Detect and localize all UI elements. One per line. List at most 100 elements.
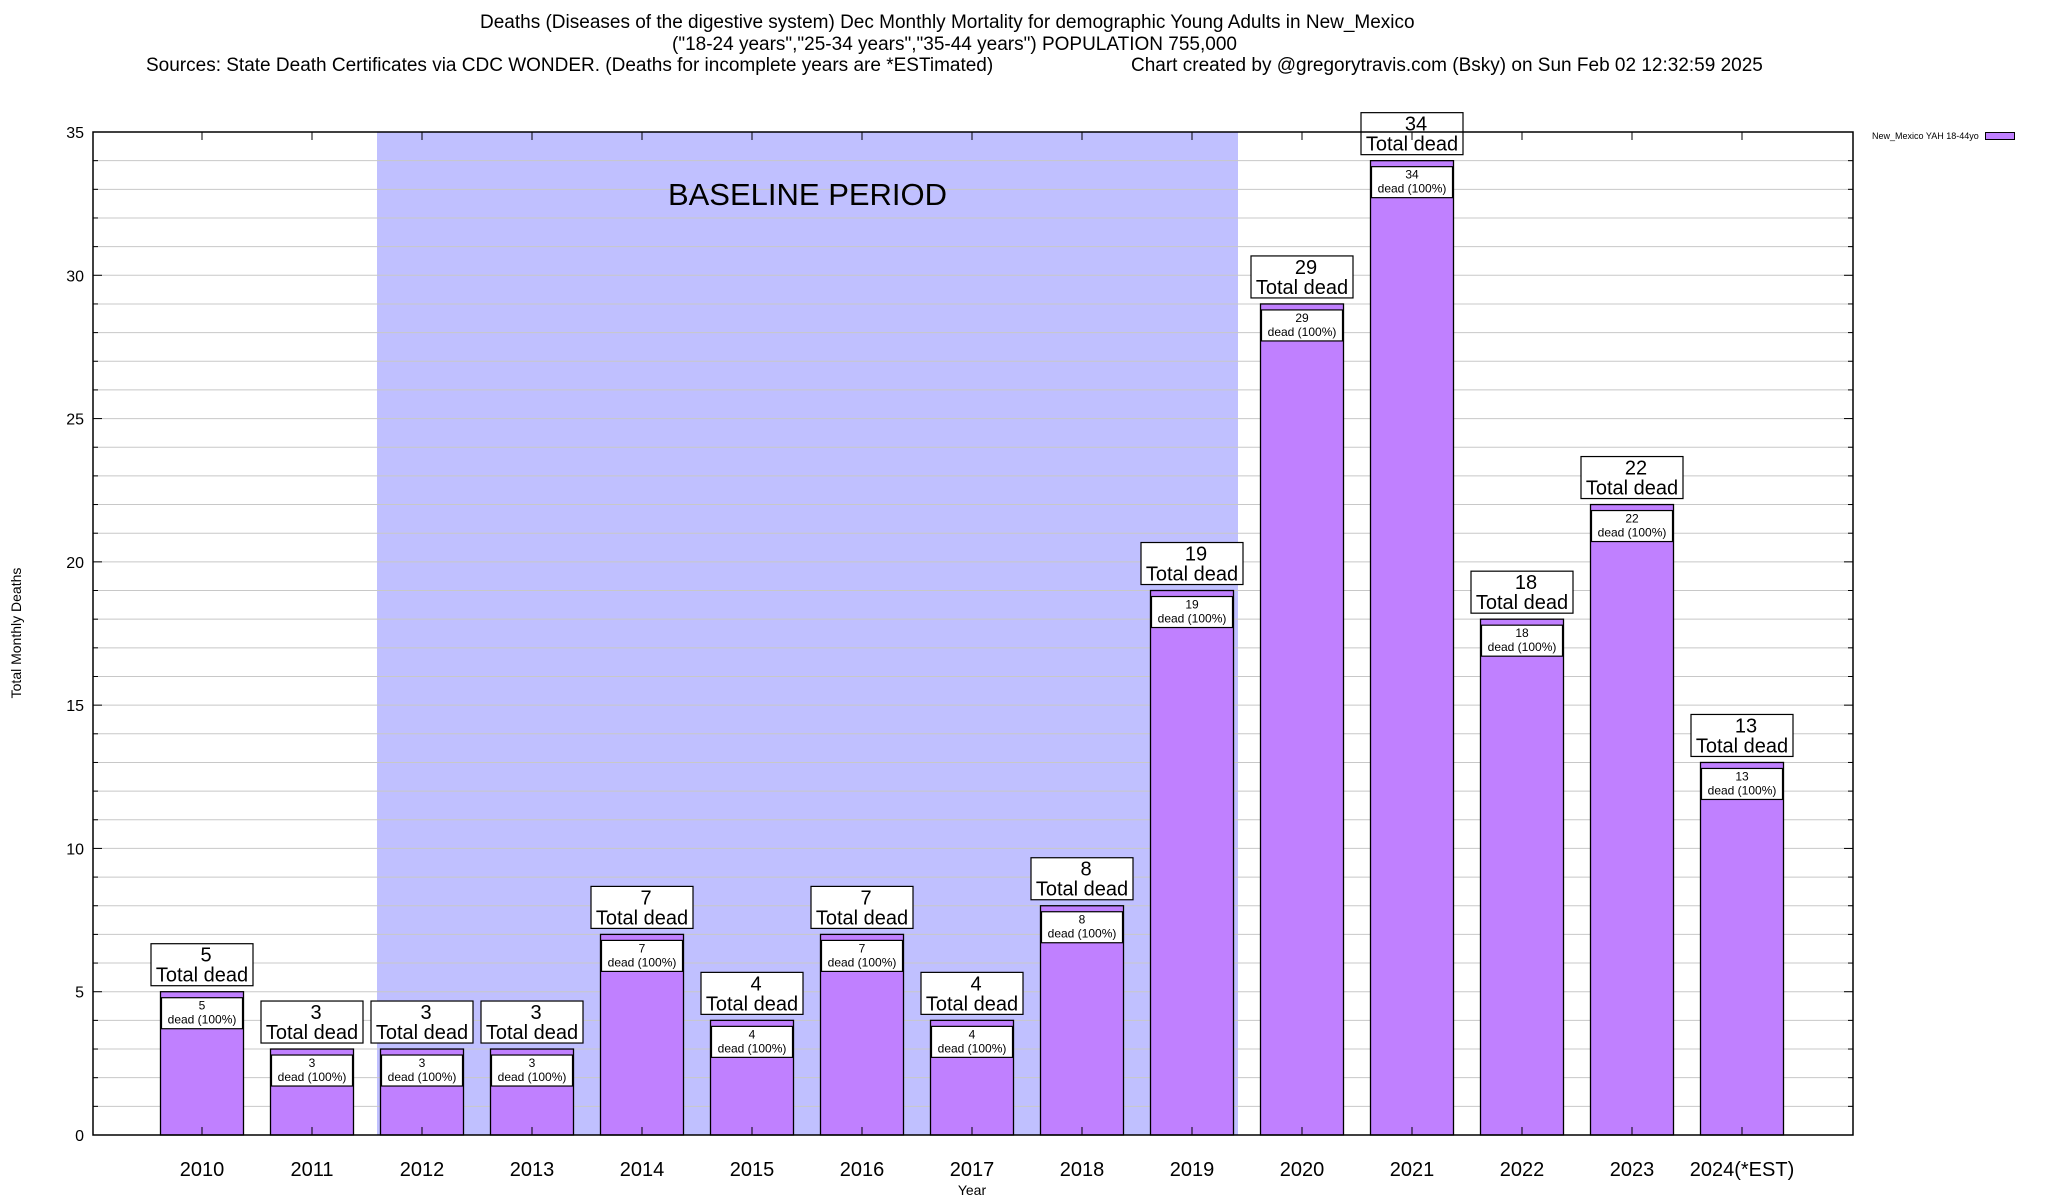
x-tick-label: 2015 bbox=[730, 1159, 775, 1181]
bar-total-label-box bbox=[1030, 857, 1134, 901]
bar-inner-label-box bbox=[710, 1025, 794, 1058]
bar-inner-label-box bbox=[600, 939, 684, 973]
bar-inner-label-box bbox=[270, 1054, 354, 1087]
x-tick-label: 2019 bbox=[1170, 1159, 1215, 1181]
x-tick-label: 2011 bbox=[290, 1159, 333, 1181]
bar-inner-label-box bbox=[1590, 509, 1674, 543]
bar-inner-label: dead (100%) bbox=[1488, 640, 1557, 654]
bar-total-label-box bbox=[1250, 255, 1354, 299]
bar-total-label: Total dead bbox=[1036, 879, 1128, 901]
bar-inner-value: 3 bbox=[529, 1056, 536, 1070]
bar-total-value: 34 bbox=[1405, 114, 1427, 136]
bar-total-label: Total dead bbox=[1256, 277, 1348, 299]
bar-inner-value: 13 bbox=[1735, 769, 1749, 783]
y-tick-label: 30 bbox=[66, 268, 84, 285]
y-tick-label: 10 bbox=[66, 841, 84, 858]
bar-total-label: Total dead bbox=[486, 1022, 578, 1044]
y-tick-label: 20 bbox=[66, 555, 84, 572]
bar-inner-value: 7 bbox=[639, 941, 646, 955]
bar-inner-value: 19 bbox=[1185, 598, 1199, 612]
chart-title: Deaths (Diseases of the digestive system… bbox=[480, 12, 1415, 33]
bar-total-label-box bbox=[480, 1000, 584, 1044]
x-tick-label: 2010 bbox=[180, 1159, 225, 1181]
bar-inner-label: dead (100%) bbox=[168, 1013, 237, 1027]
bar-inner-value: 22 bbox=[1625, 512, 1639, 526]
bar-total-value: 3 bbox=[530, 1002, 541, 1024]
x-tick-label: 2018 bbox=[1060, 1159, 1105, 1181]
bar-inner-label-box bbox=[1150, 595, 1234, 629]
bar-total-label: Total dead bbox=[376, 1022, 468, 1044]
bar-inner-label: dead (100%) bbox=[938, 1041, 1007, 1055]
bar-total-value: 4 bbox=[750, 973, 761, 995]
y-tick-label: 0 bbox=[75, 1128, 84, 1145]
bar bbox=[1699, 761, 1785, 1136]
bar-total-label: Total dead bbox=[926, 993, 1018, 1015]
bar-inner-label: dead (100%) bbox=[1048, 927, 1117, 941]
bar-total-label: Total dead bbox=[706, 993, 798, 1015]
bar-total-value: 18 bbox=[1515, 572, 1537, 594]
bar-inner-label-box bbox=[160, 997, 244, 1030]
bar-total-label: Total dead bbox=[266, 1022, 358, 1044]
y-axis-label: Total Monthly Deaths bbox=[8, 568, 24, 699]
bar bbox=[1149, 589, 1235, 1136]
bar-total-label: Total dead bbox=[156, 965, 248, 987]
bar-inner-label: dead (100%) bbox=[1158, 612, 1227, 626]
x-tick-label: 2024(*EST) bbox=[1690, 1159, 1795, 1181]
bar-total-value: 29 bbox=[1295, 257, 1317, 279]
bar-inner-value: 3 bbox=[309, 1056, 316, 1070]
bar-total-label: Total dead bbox=[1476, 592, 1568, 614]
bar-total-value: 4 bbox=[970, 973, 981, 995]
plot-frame bbox=[92, 131, 1854, 1136]
bar-total-label-box bbox=[1140, 541, 1244, 586]
bar-inner-label: dead (100%) bbox=[1378, 182, 1447, 196]
bar-inner-value: 3 bbox=[419, 1056, 426, 1070]
bar bbox=[1369, 160, 1455, 1136]
bar-inner-label-box bbox=[380, 1054, 464, 1087]
bar-total-label: Total dead bbox=[816, 907, 908, 929]
x-tick-label: 2016 bbox=[840, 1159, 885, 1181]
bar bbox=[1589, 503, 1675, 1136]
bar-inner-value: 4 bbox=[969, 1027, 976, 1041]
bar-total-value: 19 bbox=[1185, 544, 1207, 566]
bar-inner-label: dead (100%) bbox=[828, 955, 897, 969]
bar-total-value: 7 bbox=[860, 887, 871, 909]
bar-inner-label-box bbox=[820, 939, 904, 973]
bar-total-label-box bbox=[370, 1000, 474, 1044]
baseline-label: BASELINE PERIOD bbox=[668, 177, 947, 212]
y-tick-label: 25 bbox=[66, 412, 84, 429]
bar-total-value: 3 bbox=[310, 1002, 321, 1024]
x-tick-label: 2020 bbox=[1280, 1159, 1325, 1181]
bar-inner-label-box bbox=[1260, 309, 1344, 342]
x-tick-label: 2014 bbox=[620, 1159, 665, 1181]
bar-inner-label-box bbox=[1480, 624, 1564, 657]
bar-inner-label: dead (100%) bbox=[608, 955, 677, 969]
bar-inner-label: dead (100%) bbox=[388, 1070, 457, 1084]
x-tick-label: 2021 bbox=[1390, 1159, 1435, 1181]
bar-total-label-box bbox=[1580, 455, 1684, 500]
bar-total-label: Total dead bbox=[596, 907, 688, 929]
bar-total-label-box bbox=[1690, 713, 1794, 758]
x-axis-label: Year bbox=[958, 1182, 987, 1198]
x-tick-label: 2017 bbox=[950, 1159, 995, 1181]
bar-total-label-box bbox=[150, 943, 254, 987]
bar-inner-label-box bbox=[490, 1054, 574, 1087]
legend-label: New_Mexico YAH 18-44yo bbox=[1872, 131, 1979, 141]
bar bbox=[1039, 905, 1125, 1136]
bar-inner-label: dead (100%) bbox=[1598, 526, 1667, 540]
bar-total-label-box bbox=[1470, 570, 1574, 614]
chart-subtitle: ("18-24 years","25-34 years","35-44 year… bbox=[672, 34, 1237, 55]
chart-credit: Chart created by @gregorytravis.com (Bsk… bbox=[1131, 55, 1763, 76]
bar-inner-label: dead (100%) bbox=[1268, 325, 1337, 339]
bar-inner-label-box bbox=[930, 1025, 1014, 1058]
bar-total-value: 7 bbox=[640, 887, 651, 909]
legend: New_Mexico YAH 18-44yo bbox=[1872, 131, 2015, 141]
bar-total-value: 13 bbox=[1735, 715, 1757, 737]
bar-inner-value: 34 bbox=[1405, 168, 1419, 182]
bar-total-label-box bbox=[260, 1000, 364, 1044]
bar-inner-value: 8 bbox=[1079, 913, 1086, 927]
chart-sources: Sources: State Death Certificates via CD… bbox=[146, 55, 994, 76]
bar-inner-value: 7 bbox=[859, 941, 866, 955]
bar-inner-value: 18 bbox=[1515, 626, 1529, 640]
bar bbox=[1479, 618, 1565, 1136]
